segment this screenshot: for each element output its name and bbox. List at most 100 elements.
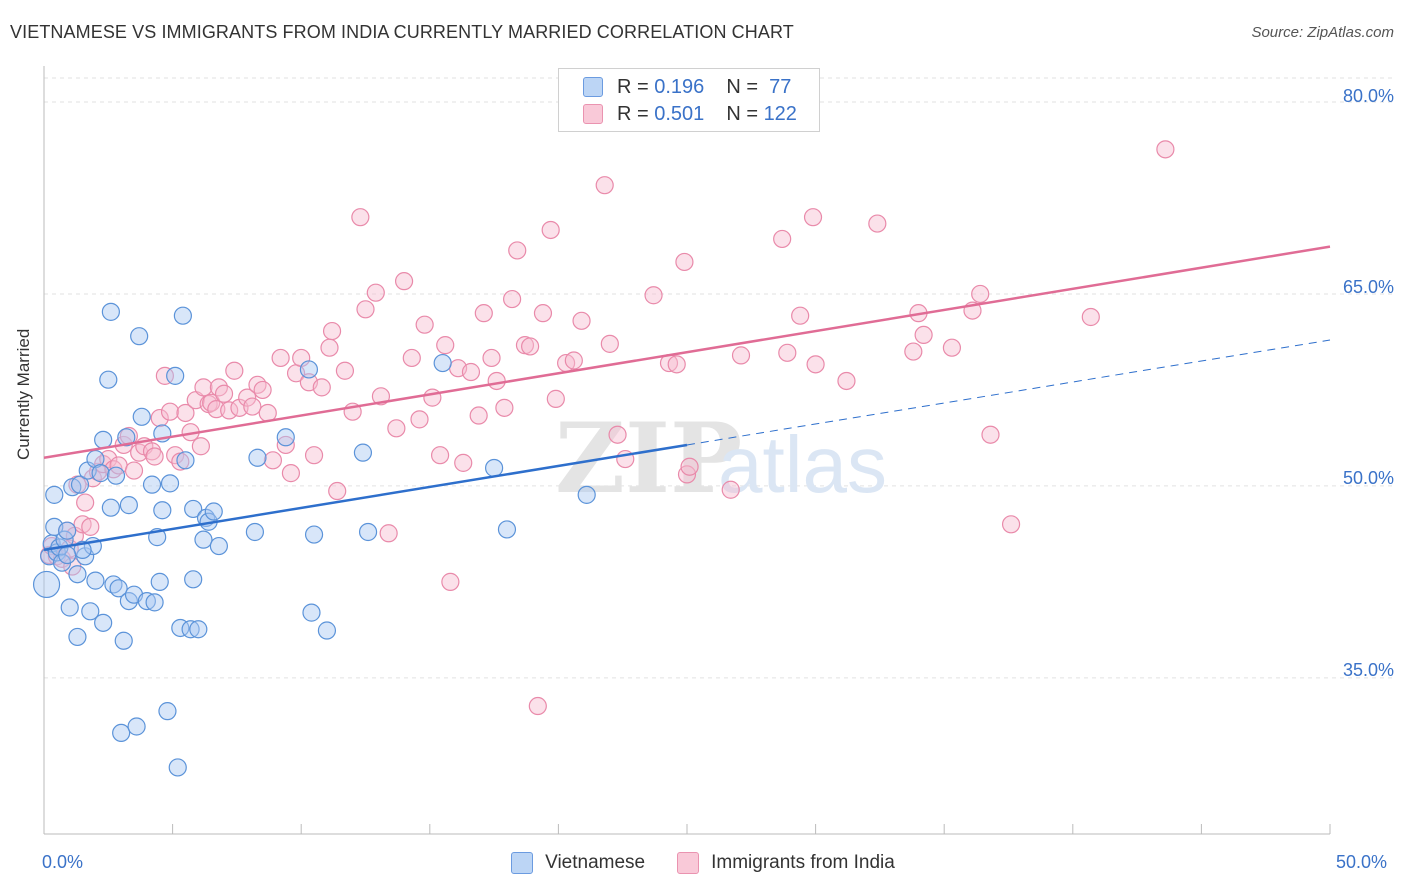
india-point-51 (281, 464, 301, 483)
vietnamese-point-59 (209, 536, 228, 556)
vietnamese-point-65 (302, 603, 321, 622)
vietnamese-point-50 (176, 451, 195, 470)
india-point-109 (791, 306, 810, 325)
vietnamese-point-49 (173, 306, 192, 325)
vietnamese-point-55 (194, 530, 213, 549)
india-point-114 (904, 342, 923, 361)
india-point-93 (564, 351, 583, 370)
india-point-50 (276, 435, 295, 455)
india-n-value: 122 (763, 102, 797, 125)
india-point-96 (600, 334, 619, 353)
india-point-41 (225, 361, 244, 380)
india-point-44 (243, 397, 262, 416)
india-point-102 (675, 252, 694, 272)
india-point-94 (572, 311, 591, 330)
india-point-122 (1081, 307, 1100, 327)
y-tick-label-80: 80.0% (1342, 86, 1394, 106)
vietnamese-point-64 (299, 360, 319, 379)
y-tick-label-65: 65.0% (1342, 277, 1394, 297)
india-point-77 (454, 453, 473, 472)
india-point-46 (253, 380, 272, 400)
x-tick-label-50: 50.0% (1336, 852, 1388, 872)
india-point-123 (1156, 140, 1175, 159)
x-tick-label-0: 0.0% (42, 852, 84, 872)
india-point-68 (394, 272, 414, 291)
india-point-67 (387, 419, 406, 438)
india-point-121 (1001, 515, 1021, 534)
india-point-55 (304, 446, 324, 465)
vietnamese-point-52 (184, 570, 203, 589)
vietnamese-point-70 (433, 353, 452, 373)
watermark-atlas: atlas (718, 420, 887, 509)
vietnamese-point-58 (204, 502, 223, 521)
india-point-66 (379, 524, 398, 543)
india-point-113 (868, 214, 887, 233)
vietnamese-r-value: 0.196 (654, 75, 705, 98)
vietnamese-point-19 (86, 571, 105, 590)
india-point-88 (528, 696, 547, 716)
legend-row-vietnamese: R = 0.196 N = 77 (583, 75, 791, 99)
india-point-71 (415, 315, 434, 334)
india-point-90 (541, 220, 560, 240)
vietnamese-point-44 (153, 501, 172, 520)
india-point-11 (81, 517, 100, 536)
series-legend: Vietnamese Immigrants from India (0, 852, 1406, 874)
india-point-89 (533, 304, 553, 323)
india-point-37 (207, 400, 226, 419)
india-point-112 (837, 371, 856, 391)
india-point-111 (806, 355, 825, 374)
india-point-27 (160, 402, 180, 421)
india-point-63 (356, 300, 375, 319)
india-point-83 (495, 398, 514, 417)
y-tick-label-35: 35.0% (1342, 660, 1394, 680)
vietnamese-point-28 (109, 579, 128, 598)
vietnamese-point-37 (132, 407, 151, 426)
india-point-39 (214, 384, 234, 403)
india-point-40 (220, 401, 239, 420)
vietnamese-swatch (583, 77, 603, 97)
india-point-73 (430, 446, 450, 465)
india-point-26 (155, 366, 174, 385)
india-point-117 (942, 338, 962, 357)
vietnamese-trend-line (43, 443, 688, 552)
vietnamese-point-25 (101, 302, 120, 321)
india-point-30 (176, 403, 195, 423)
india-point-107 (773, 229, 792, 249)
india-point-72 (423, 388, 442, 407)
vietnamese-point-4 (45, 485, 64, 504)
india-point-25 (150, 408, 169, 428)
vietnamese-point-36 (130, 327, 149, 346)
vietnamese-trend-extension (686, 339, 1331, 446)
r-label: R = (617, 102, 649, 125)
india-point-64 (366, 283, 385, 302)
india-trend-line (43, 245, 1331, 459)
india-point-60 (335, 361, 355, 380)
india-point-80 (474, 304, 493, 323)
vietnamese-n-value: 77 (769, 75, 792, 98)
vietnamese-point-62 (248, 448, 267, 467)
vietnamese-legend-swatch (511, 852, 534, 874)
r-label: R = (617, 75, 649, 98)
vietnamese-point-75 (101, 498, 120, 517)
india-point-33 (191, 437, 210, 456)
vietnamese-point-14 (70, 475, 90, 494)
vietnamese-point-73 (577, 485, 596, 504)
india-point-104 (680, 457, 699, 476)
legend-item-vietnamese: Vietnamese (511, 852, 645, 874)
vietnamese-point-69 (358, 522, 378, 542)
axes (43, 66, 1331, 835)
vietnamese-point-13 (68, 627, 87, 647)
india-point-23 (142, 442, 162, 461)
vietnamese-point-33 (119, 496, 138, 515)
india-point-85 (508, 241, 527, 260)
vietnamese-point-38 (137, 591, 156, 611)
vietnamese-point-22 (94, 613, 113, 632)
india-point-119 (971, 284, 990, 304)
source-label: Source: ZipAtlas.com (1251, 24, 1394, 41)
vietnamese-point-40 (145, 593, 164, 612)
grid-lines (44, 77, 1394, 679)
india-swatch (583, 104, 603, 124)
india-point-74 (436, 336, 455, 355)
vietnamese-point-42 (150, 572, 169, 591)
